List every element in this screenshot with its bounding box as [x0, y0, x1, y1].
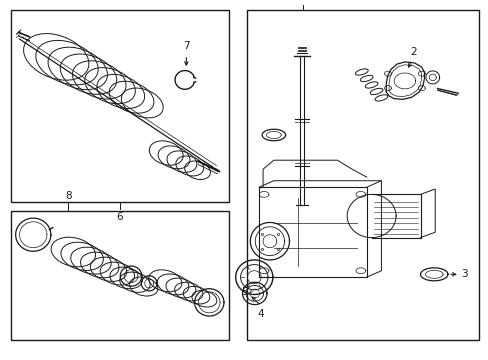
Text: 6: 6 [116, 212, 123, 222]
Text: 3: 3 [460, 269, 467, 279]
Bar [11, 10, 228, 202]
Bar [246, 10, 478, 340]
Text: 7: 7 [183, 41, 189, 51]
Bar [11, 211, 228, 340]
Text: 2: 2 [409, 47, 416, 57]
Text: 5: 5 [240, 287, 247, 297]
Text: 1: 1 [299, 0, 306, 2]
Text: 4: 4 [257, 309, 264, 319]
Text: 8: 8 [65, 190, 72, 201]
